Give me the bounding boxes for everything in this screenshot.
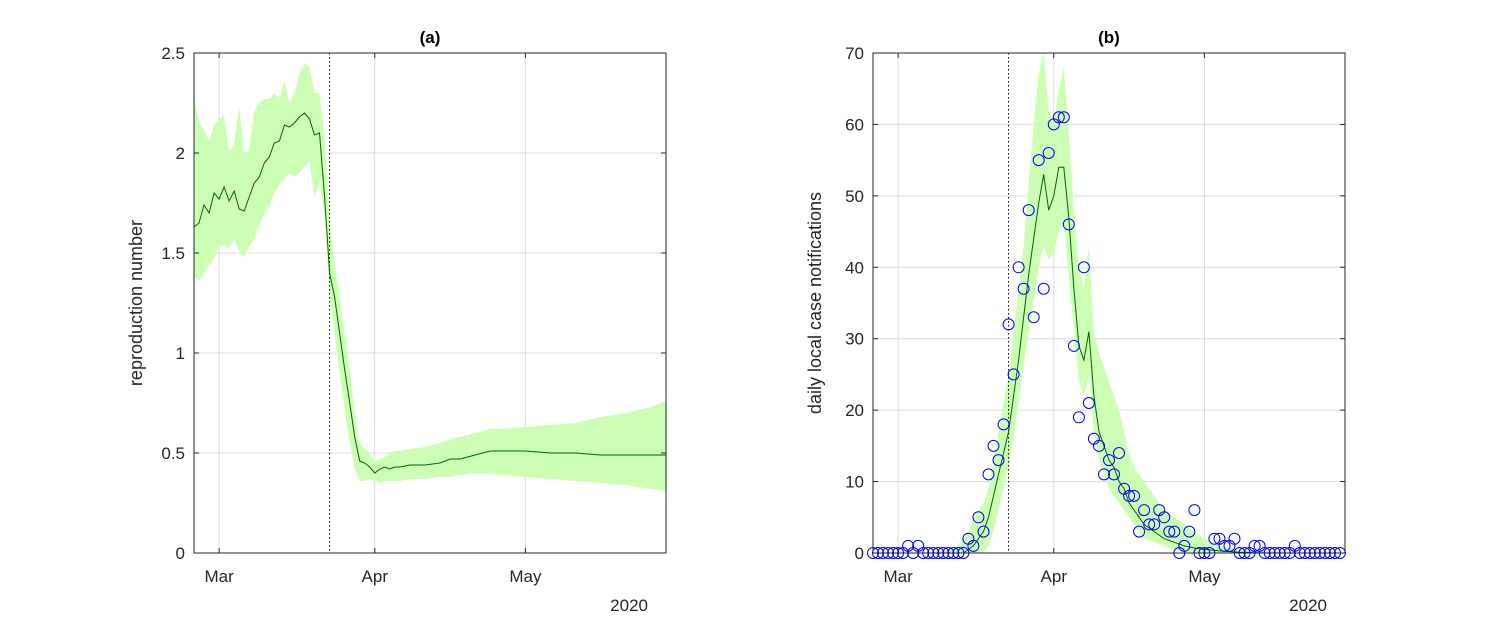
panel-b-xtick-label: Mar <box>883 567 913 586</box>
panel-b-observed-points <box>867 111 1346 559</box>
panel-b-credible-band <box>873 53 1345 553</box>
observed-point <box>1017 282 1030 295</box>
observed-point <box>1133 525 1146 538</box>
observed-point <box>1032 154 1045 167</box>
panel-b-band-area <box>873 53 1345 553</box>
observed-point <box>1057 111 1070 124</box>
panel-a-year-label: 2020 <box>610 596 648 615</box>
observed-point <box>992 454 1005 467</box>
panel-b-ytick-label: 0 <box>855 544 864 563</box>
observed-point <box>1143 518 1156 531</box>
observed-point <box>972 511 985 524</box>
panel-a-band-area <box>194 63 666 491</box>
panel-b-ytick-label: 10 <box>845 473 864 492</box>
observed-point <box>1158 511 1171 524</box>
panel-a-ytick-label: 1.5 <box>161 244 185 263</box>
observed-point <box>1103 454 1115 467</box>
panel-b-axes-frame <box>872 52 1346 554</box>
observed-point <box>1027 311 1040 324</box>
observed-point <box>967 539 980 552</box>
observed-point <box>1188 504 1201 517</box>
panel-a-ytick-label: 0 <box>176 544 185 563</box>
panel-a-reproduction-number: 0 0.5 1 1.5 2 2.5 Mar Apr May (a) reproduction n… <box>126 28 667 615</box>
panel-b-tick-labels: 0 10 20 30 40 50 60 70 Mar Apr May <box>845 44 1345 586</box>
panel-b-ytick-label: 20 <box>845 401 864 420</box>
observed-point <box>1098 468 1110 481</box>
panel-b-xtick-label: Apr <box>1041 567 1068 586</box>
observed-point <box>1052 111 1065 124</box>
observed-point <box>982 468 995 481</box>
panel-a-ytick-label: 0.5 <box>161 444 185 463</box>
observed-point <box>1002 318 1015 331</box>
panel-a-ytick-label: 2 <box>176 144 185 163</box>
panel-a-xtick-label: Apr <box>362 567 389 586</box>
observed-point <box>1093 439 1105 452</box>
panel-b-median-line <box>873 166 1345 554</box>
observed-point <box>1113 447 1125 459</box>
observed-point <box>1082 397 1095 409</box>
panel-a-tick-labels: 0 0.5 1 1.5 2 2.5 Mar Apr May <box>161 44 666 586</box>
panel-b-model-line <box>873 166 1345 554</box>
panel-a-title: (a) <box>420 28 441 47</box>
observed-point <box>1042 147 1055 159</box>
observed-point <box>1108 468 1120 481</box>
panel-a-median-line <box>193 112 666 474</box>
observed-point <box>1062 218 1075 231</box>
panel-a-ylabel: reproduction number <box>126 220 146 386</box>
panel-a-xtick-label: Mar <box>204 567 234 586</box>
observed-point <box>1007 368 1020 381</box>
panel-a-frame <box>193 52 667 554</box>
observed-point <box>1012 261 1025 274</box>
panel-a-xtick-label: May <box>509 567 542 586</box>
observed-point <box>1218 539 1231 552</box>
observed-point <box>1228 532 1241 545</box>
panel-b-daily-cases: 0 10 20 30 40 50 60 70 Mar Apr May (b) daily local… <box>805 28 1346 615</box>
panel-a-ytick-label: 1 <box>176 344 185 363</box>
observed-point <box>977 525 990 538</box>
panel-a-estimate-line <box>193 112 666 474</box>
observed-point <box>1123 489 1136 502</box>
observed-point <box>1067 339 1080 352</box>
observed-point <box>1148 518 1161 531</box>
panel-a-ytick-label: 2.5 <box>161 44 185 63</box>
panel-b-ytick-label: 30 <box>845 330 864 349</box>
observed-point <box>1163 525 1176 538</box>
panel-b-frame <box>872 52 1346 554</box>
observed-point <box>1138 504 1151 517</box>
observed-point <box>1037 282 1050 295</box>
observed-point <box>1072 411 1085 424</box>
observed-point <box>1128 489 1141 502</box>
panel-b-title: (b) <box>1098 28 1120 47</box>
panel-b-year-label: 2020 <box>1289 596 1327 615</box>
panel-b-ytick-label: 50 <box>845 187 864 206</box>
panel-b-ytick-label: 70 <box>845 44 864 63</box>
observed-point <box>1183 525 1196 538</box>
panel-b-xtick-label: May <box>1188 567 1221 586</box>
observed-point <box>1178 539 1191 552</box>
observed-point <box>1208 532 1221 545</box>
observed-point <box>997 418 1010 431</box>
observed-point <box>1077 261 1090 274</box>
observed-point <box>1022 204 1035 217</box>
panel-b-ylabel: daily local case notifications <box>805 192 825 414</box>
panel-a-credible-band <box>194 63 666 491</box>
panel-b-ytick-label: 40 <box>845 258 864 277</box>
observed-point <box>987 439 1000 452</box>
panel-b-ytick-label: 60 <box>845 115 864 134</box>
observed-point <box>1248 539 1261 552</box>
panel-a-axes-frame <box>193 52 667 554</box>
observed-point <box>1168 525 1181 538</box>
